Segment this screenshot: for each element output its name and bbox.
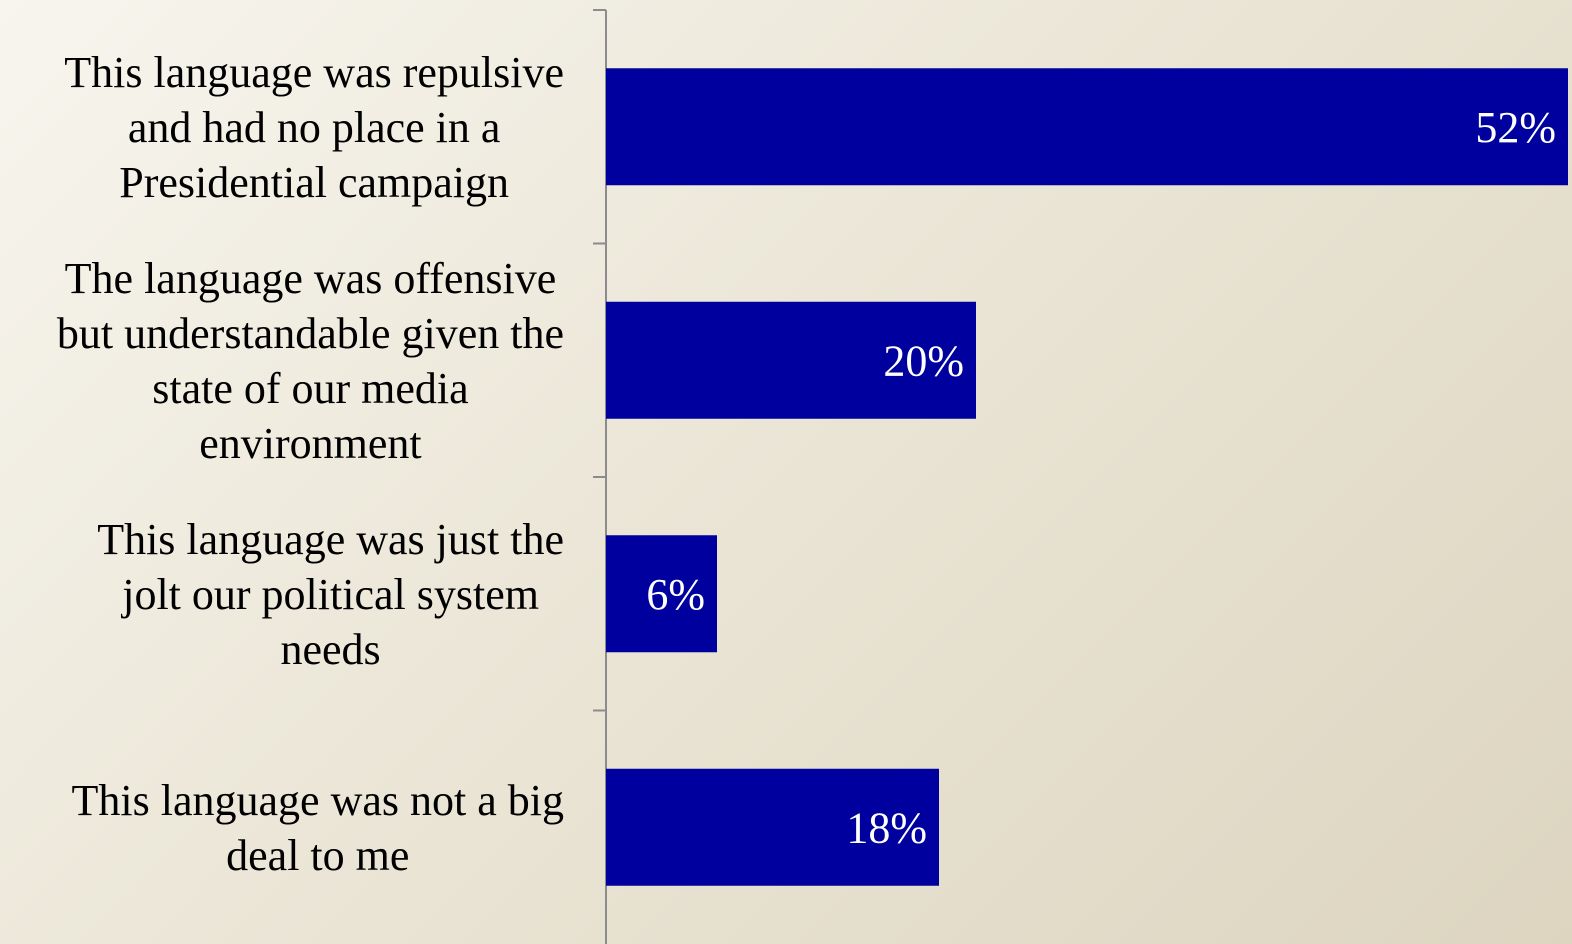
data-label-1: 20%	[883, 336, 964, 385]
bar-1	[606, 301, 976, 419]
category-label-0: This language was repulsive and had no pl…	[64, 48, 564, 207]
bars-layer	[606, 68, 1568, 886]
category-label-2: This language was just the jolt our polit…	[97, 515, 564, 674]
data-label-3: 18%	[846, 803, 927, 852]
category-label-line: This language was repulsive	[64, 48, 564, 97]
axis-layer	[593, 9, 607, 944]
category-label-line: jolt our political system	[120, 570, 539, 619]
category-label-line: environment	[199, 419, 421, 468]
category-label-line: state of our media	[152, 364, 468, 413]
category-label-1: The language was offensive but understand…	[57, 254, 564, 468]
category-label-line: This language was just the	[97, 515, 564, 564]
data-label-0: 52%	[1475, 103, 1556, 152]
category-label-line: and had no place in a	[128, 103, 501, 152]
bar-2	[606, 535, 717, 653]
bar-0	[606, 68, 1568, 186]
category-labels: This language was repulsive and had no pl…	[57, 48, 564, 880]
bar-3	[606, 768, 939, 886]
category-label-line: but understandable given the	[57, 309, 564, 358]
data-labels: 52% 20% 6% 18%	[646, 103, 1556, 853]
category-label-line: The language was offensive	[65, 254, 557, 303]
data-label-2: 6%	[646, 570, 705, 619]
category-label-3: This language was not a big deal to me	[72, 776, 564, 880]
category-label-line: needs	[281, 625, 381, 674]
category-label-line: Presidential campaign	[119, 158, 509, 207]
category-label-line: deal to me	[226, 831, 409, 880]
category-label-line: This language was not a big	[72, 776, 564, 825]
